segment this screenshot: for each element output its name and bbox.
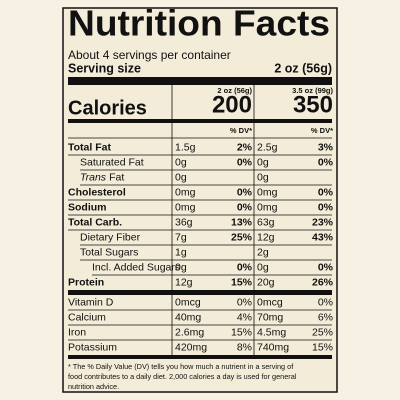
title: Nutrition Facts	[68, 3, 330, 44]
nutrient-label: Total Sugars	[80, 246, 138, 258]
nutrient-label: Total Carb.	[68, 216, 122, 228]
amount: 740mg	[257, 341, 289, 353]
italic-prefix: Trans	[80, 171, 107, 183]
amount: 1g	[175, 246, 187, 258]
amount: 40mg	[175, 311, 201, 323]
nutrient-label: Calcium	[68, 311, 106, 323]
amount: 1.5g	[175, 141, 196, 153]
daily-value: 15%	[312, 341, 333, 353]
footnote: nutrition advice.	[68, 382, 119, 391]
nutrient-label: Total Fat	[68, 141, 111, 153]
daily-value: 26%	[312, 276, 334, 288]
nutrient-label: Vitamin D	[68, 296, 114, 308]
medium-rule	[68, 355, 332, 359]
dv-header: % DV*	[230, 126, 252, 135]
amount: 420mg	[175, 341, 207, 353]
servings: About 4 servings per container	[68, 48, 231, 62]
footnote: food contributes to a daily diet. 2,000 …	[68, 372, 297, 381]
nutrient-label: Trans Fat	[80, 171, 124, 183]
daily-value: 0%	[318, 186, 334, 198]
nutrient-label: Incl. Added Sugars	[92, 261, 180, 273]
nutrient-label: Protein	[68, 276, 104, 288]
daily-value: 0%	[318, 156, 334, 168]
thick-rule	[68, 290, 332, 295]
thick-rule	[68, 77, 332, 85]
daily-value: 0%	[318, 201, 334, 213]
amount: 36g	[175, 216, 193, 228]
amount: 0g	[257, 261, 269, 273]
amount: 0mg	[257, 201, 278, 213]
amount: 0mg	[175, 186, 196, 198]
daily-value: 25%	[312, 326, 333, 338]
serving-size-label: Serving size	[68, 61, 141, 75]
amount: 0g	[175, 261, 187, 273]
nutrient-label: Dietary Fiber	[80, 231, 141, 243]
calories-label: Calories	[68, 97, 147, 119]
amount: 0mcg	[257, 296, 283, 308]
daily-value: 15%	[231, 276, 253, 288]
daily-value: 0%	[237, 156, 253, 168]
amount: 70mg	[257, 311, 283, 323]
daily-value: 6%	[318, 311, 333, 323]
amount: 0g	[257, 171, 269, 183]
amount: 0mcg	[175, 296, 201, 308]
nutrient-label: Cholesterol	[68, 186, 126, 198]
column-header: 2 oz (56g)	[217, 86, 252, 95]
amount: 2g	[257, 246, 269, 258]
daily-value: 2%	[237, 141, 253, 153]
label-text: Fat	[109, 171, 124, 183]
daily-value: 15%	[231, 326, 252, 338]
amount: 20g	[257, 276, 275, 288]
calories-value: 350	[293, 91, 333, 118]
amount: 0g	[175, 171, 187, 183]
daily-value: 3%	[318, 141, 334, 153]
nutrient-label: Potassium	[68, 341, 117, 353]
serving-size: 2 oz (56g)	[274, 61, 332, 75]
amount: 12g	[175, 276, 193, 288]
column-header: 3.5 oz (99g)	[292, 86, 333, 95]
amount: 2.6mg	[175, 326, 204, 338]
nutrient-label: Iron	[68, 326, 86, 338]
daily-value: 8%	[237, 341, 252, 353]
amount: 0g	[257, 156, 269, 168]
amount: 0mg	[257, 186, 278, 198]
daily-value: 43%	[312, 231, 334, 243]
amount: 7g	[175, 231, 187, 243]
dv-header: % DV*	[311, 126, 333, 135]
amount: 0g	[175, 156, 187, 168]
daily-value: 0%	[237, 186, 253, 198]
nutrient-label: Saturated Fat	[80, 156, 144, 168]
calories-value: 200	[212, 91, 252, 118]
footnote: * The % Daily Value (DV) tells you how m…	[68, 362, 294, 371]
daily-value: 13%	[231, 216, 253, 228]
amount: 4.5mg	[257, 326, 286, 338]
medium-rule	[68, 119, 332, 123]
amount: 0mg	[175, 201, 196, 213]
amount: 63g	[257, 216, 275, 228]
daily-value: 23%	[312, 216, 334, 228]
daily-value: 0%	[318, 261, 334, 273]
daily-value: 0%	[237, 201, 253, 213]
daily-value: 0%	[318, 296, 333, 308]
daily-value: 0%	[237, 261, 253, 273]
amount: 2.5g	[257, 141, 278, 153]
nutrient-label: Sodium	[68, 201, 107, 213]
daily-value: 0%	[237, 296, 252, 308]
daily-value: 4%	[237, 311, 252, 323]
amount: 12g	[257, 231, 275, 243]
daily-value: 25%	[231, 231, 253, 243]
